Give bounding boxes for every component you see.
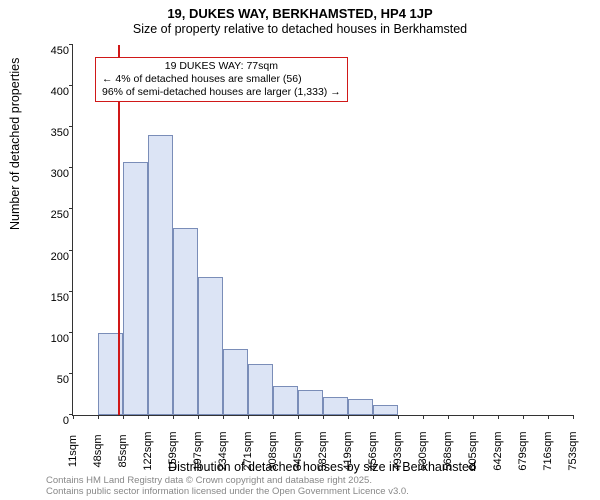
y-tick-label: 50 — [57, 374, 69, 386]
info-box-line: ← 4% of detached houses are smaller (56) — [102, 73, 341, 86]
x-tick-mark — [448, 415, 449, 419]
x-tick-mark — [348, 415, 349, 419]
y-tick-mark — [69, 291, 73, 292]
y-tick-mark — [69, 85, 73, 86]
y-tick-mark — [69, 167, 73, 168]
chart-area: 05010015020025030035040045011sqm48sqm85s… — [72, 45, 572, 415]
histogram-bar — [198, 277, 223, 415]
y-tick-label: 250 — [51, 209, 69, 221]
x-tick-mark — [573, 415, 574, 419]
histogram-bar — [123, 162, 148, 415]
y-tick-mark — [69, 373, 73, 374]
x-tick-mark — [248, 415, 249, 419]
x-tick-mark — [323, 415, 324, 419]
y-tick-label: 300 — [51, 168, 69, 180]
plot-region: 05010015020025030035040045011sqm48sqm85s… — [72, 45, 573, 416]
y-tick-mark — [69, 250, 73, 251]
x-tick-mark — [73, 415, 74, 419]
y-tick-label: 450 — [51, 45, 69, 57]
y-tick-label: 350 — [51, 127, 69, 139]
histogram-bar — [223, 349, 248, 415]
x-tick-mark — [523, 415, 524, 419]
info-box: 19 DUKES WAY: 77sqm← 4% of detached hous… — [95, 57, 348, 102]
footer-line-2: Contains public sector information licen… — [46, 487, 409, 498]
y-axis-label: Number of detached properties — [8, 58, 22, 230]
histogram-bar — [173, 228, 198, 415]
x-tick-mark — [298, 415, 299, 419]
y-tick-mark — [69, 208, 73, 209]
x-tick-mark — [198, 415, 199, 419]
y-tick-label: 200 — [51, 251, 69, 263]
x-tick-mark — [373, 415, 374, 419]
x-tick-mark — [173, 415, 174, 419]
histogram-bar — [248, 364, 273, 415]
chart-title: 19, DUKES WAY, BERKHAMSTED, HP4 1JP — [0, 0, 600, 21]
info-box-line: 96% of semi-detached houses are larger (… — [102, 86, 341, 99]
histogram-bar — [273, 386, 298, 415]
y-tick-mark — [69, 332, 73, 333]
x-tick-mark — [473, 415, 474, 419]
histogram-bar — [148, 135, 173, 415]
x-tick-mark — [548, 415, 549, 419]
y-tick-mark — [69, 126, 73, 127]
x-tick-mark — [98, 415, 99, 419]
x-tick-mark — [148, 415, 149, 419]
x-tick-mark — [398, 415, 399, 419]
histogram-bar — [348, 399, 373, 415]
y-tick-mark — [69, 44, 73, 45]
x-tick-mark — [123, 415, 124, 419]
footer-attribution: Contains HM Land Registry data © Crown c… — [46, 476, 409, 498]
y-tick-label: 100 — [51, 333, 69, 345]
x-axis-label: Distribution of detached houses by size … — [72, 460, 572, 474]
histogram-bar — [373, 405, 398, 415]
y-tick-label: 150 — [51, 292, 69, 304]
histogram-bar — [298, 390, 323, 415]
info-box-line: 19 DUKES WAY: 77sqm — [102, 60, 341, 73]
y-tick-label: 400 — [51, 86, 69, 98]
x-tick-mark — [423, 415, 424, 419]
chart-container: 19, DUKES WAY, BERKHAMSTED, HP4 1JP Size… — [0, 0, 600, 500]
histogram-bar — [323, 397, 348, 415]
x-tick-mark — [223, 415, 224, 419]
chart-subtitle: Size of property relative to detached ho… — [0, 21, 600, 36]
x-tick-mark — [498, 415, 499, 419]
x-tick-mark — [273, 415, 274, 419]
